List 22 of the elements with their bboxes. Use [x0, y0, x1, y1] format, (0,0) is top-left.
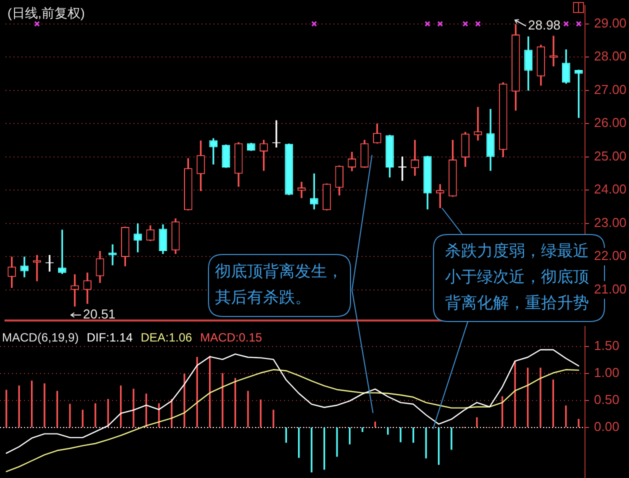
- y-tick-label: 29.00: [594, 15, 627, 30]
- y-tick-label: 22.00: [594, 248, 627, 264]
- chart-title: (日线,前复权): [8, 6, 85, 21]
- annotation: 20.51: [83, 306, 116, 322]
- text: DIF:1.14: [86, 330, 134, 344]
- y-tick-label: 0.50: [594, 392, 620, 407]
- text: DEA:1.06: [140, 330, 192, 344]
- annotation: 杀跌力度弱，绿最近小于绿次近，彻底顶背离化解，重拾升势: [445, 242, 589, 312]
- y-tick-label: 27.00: [594, 82, 627, 97]
- y-tick-label: 26.00: [594, 115, 627, 130]
- annotation: 彻底顶背离发生，其后有杀跌。: [215, 262, 343, 306]
- y-tick-label: 21.00: [594, 281, 627, 296]
- annotation: 28.98: [528, 18, 561, 33]
- y-tick-label: 1.50: [594, 338, 620, 354]
- y-tick-label: 25.00: [594, 148, 627, 164]
- series-label: MACD:0.15: [200, 330, 262, 344]
- chart-title: MACD(6,19,9): [2, 330, 79, 344]
- y-tick-label: 28.00: [594, 48, 627, 64]
- y-tick-label: 23.00: [594, 214, 627, 230]
- y-tick-label: 1.00: [594, 365, 620, 380]
- y-tick-label: 0.00: [594, 418, 620, 434]
- y-tick-label: 24.00: [594, 182, 627, 197]
